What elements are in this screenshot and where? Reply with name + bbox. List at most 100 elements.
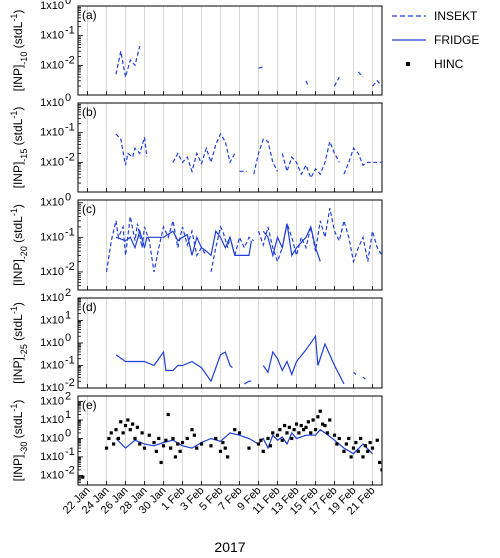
legend: INSEKT FRIDGE HINC bbox=[392, 9, 479, 71]
y-label-close: ) bbox=[11, 10, 25, 14]
data-layer bbox=[115, 45, 382, 87]
y-label-subscript: -25 bbox=[19, 344, 29, 357]
series-hinc-point bbox=[164, 438, 168, 442]
y-label-superscript: -1 bbox=[9, 404, 19, 412]
series-hinc-point bbox=[380, 468, 382, 472]
y-tick-label: 1x10 bbox=[40, 197, 64, 209]
y-label-close: ) bbox=[11, 204, 25, 208]
series-hinc-point bbox=[297, 431, 301, 435]
y-tick-exponent: -2 bbox=[65, 464, 75, 476]
series-hinc-point bbox=[247, 446, 251, 450]
y-tick-exponent: -1 bbox=[65, 122, 75, 134]
series-hinc-point bbox=[259, 438, 263, 442]
series-hinc-point bbox=[375, 438, 379, 442]
y-axis-label: [INP]-25 (stdL-1) bbox=[9, 302, 29, 384]
series-hinc-point bbox=[311, 418, 315, 422]
series-hinc-point bbox=[173, 455, 177, 459]
panel-frame bbox=[77, 102, 383, 193]
series-hinc-point bbox=[112, 442, 116, 446]
series-insekt-line bbox=[258, 66, 264, 69]
series-insekt-line bbox=[257, 207, 382, 264]
legend-hinc-swatch bbox=[406, 62, 410, 66]
panel-frame bbox=[77, 395, 383, 486]
series-hinc-point bbox=[363, 444, 367, 448]
y-label-unit: (stdL bbox=[11, 411, 25, 441]
panel-frame bbox=[77, 199, 383, 291]
series-hinc-point bbox=[161, 444, 166, 448]
series-hinc-point bbox=[190, 428, 194, 432]
series-hinc-point bbox=[154, 449, 158, 453]
series-hinc-point bbox=[218, 449, 223, 453]
series-hinc-point bbox=[214, 436, 218, 441]
series-hinc-point bbox=[313, 428, 318, 432]
series-hinc-point bbox=[368, 440, 372, 445]
series-hinc-point bbox=[325, 431, 329, 435]
y-tick-exponent: 0 bbox=[65, 427, 71, 439]
series-hinc-point bbox=[159, 460, 163, 465]
y-tick-label: 1x10 bbox=[40, 231, 64, 243]
y-label-close: ) bbox=[11, 302, 25, 306]
series-hinc-point bbox=[351, 446, 356, 450]
series-hinc-point bbox=[268, 444, 272, 448]
data-layer bbox=[81, 409, 382, 479]
series-hinc-point bbox=[316, 415, 320, 419]
series-hinc-point bbox=[178, 449, 182, 453]
y-axis-label: [INP]-10 (stdL-1) bbox=[9, 10, 29, 92]
y-label-unit: (stdL bbox=[11, 21, 25, 51]
series-hinc-point bbox=[119, 420, 123, 424]
y-tick-label: 1x10 bbox=[40, 451, 64, 463]
series-hinc-point bbox=[283, 423, 287, 428]
series-hinc-point bbox=[114, 428, 118, 432]
series-hinc-point bbox=[337, 436, 341, 441]
data-layer bbox=[115, 132, 382, 180]
series-hinc-point bbox=[121, 431, 125, 435]
legend-label-insekt: INSEKT bbox=[434, 9, 478, 23]
y-tick-label: 1x10 bbox=[40, 292, 64, 304]
series-hinc-point bbox=[285, 431, 289, 435]
series-hinc-point bbox=[356, 449, 360, 453]
series-hinc-point bbox=[318, 409, 322, 413]
y-tick-exponent: -1 bbox=[65, 446, 75, 458]
series-fridge-line bbox=[115, 350, 233, 383]
series-hinc-point bbox=[138, 442, 142, 446]
y-tick-label: 1x10 bbox=[40, 337, 64, 349]
series-hinc-point bbox=[261, 449, 265, 453]
y-label-close: ) bbox=[11, 107, 25, 111]
y-tick-exponent: -2 bbox=[65, 54, 75, 66]
y-label-main: [INP] bbox=[11, 455, 25, 482]
y-label-superscript: -1 bbox=[9, 14, 19, 22]
y-tick-label: 1x10 bbox=[40, 469, 64, 481]
series-hinc-point bbox=[126, 418, 130, 422]
series-fridge-line bbox=[115, 229, 252, 257]
y-tick-label: 1x10 bbox=[40, 266, 64, 278]
y-tick-exponent: -2 bbox=[65, 261, 75, 273]
y-label-subscript: -20 bbox=[19, 246, 29, 259]
series-hinc-point bbox=[361, 455, 365, 459]
legend-label-hinc: HINC bbox=[434, 57, 464, 71]
series-hinc-point bbox=[309, 431, 313, 435]
y-tick-exponent: 0 bbox=[65, 192, 71, 204]
series-hinc-point bbox=[104, 446, 109, 450]
y-tick-label: 1x10 bbox=[40, 382, 64, 394]
y-tick-label: 1x10 bbox=[40, 396, 64, 408]
y-tick-label: 1x10 bbox=[40, 0, 64, 12]
series-hinc-point bbox=[142, 446, 147, 450]
series-hinc-point bbox=[332, 433, 337, 437]
series-hinc-point bbox=[342, 449, 346, 453]
panel-label: (a) bbox=[82, 8, 97, 22]
series-hinc-point bbox=[107, 436, 111, 441]
y-label-subscript: -15 bbox=[19, 149, 29, 162]
series-fridge-line bbox=[353, 371, 357, 375]
series-hinc-point bbox=[166, 412, 170, 417]
series-insekt-line bbox=[357, 71, 364, 78]
series-hinc-point bbox=[347, 436, 351, 441]
series-hinc-point bbox=[287, 425, 291, 429]
series-fridge-line bbox=[243, 380, 252, 385]
series-hinc-point bbox=[180, 440, 185, 445]
series-hinc-point bbox=[354, 440, 358, 445]
y-tick-label: 1x10 bbox=[40, 59, 64, 71]
